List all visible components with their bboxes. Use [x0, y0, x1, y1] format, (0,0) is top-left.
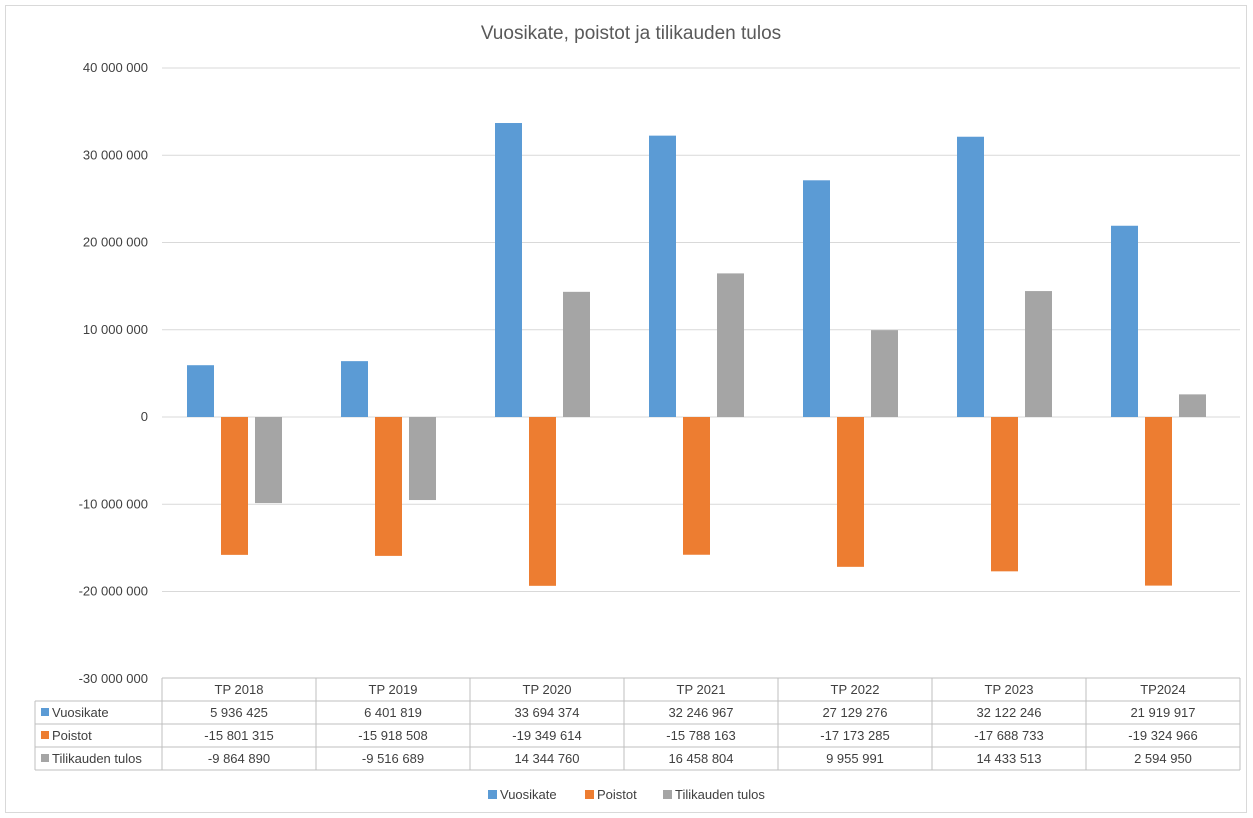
y-tick-label: -20 000 000 [79, 584, 148, 599]
chart-title: Vuosikate, poistot ja tilikauden tulos [481, 23, 781, 44]
table-header-cell: TP 2021 [677, 682, 726, 697]
table-value-cell: -9 516 689 [362, 751, 424, 766]
bar-poistot-4 [837, 417, 864, 567]
bar-vuosikate-2 [495, 123, 522, 417]
bar-tilikauden-tulos-6 [1179, 394, 1206, 417]
legend-label: Poistot [597, 787, 637, 802]
table-value-cell: 9 955 991 [826, 751, 884, 766]
bar-tilikauden-tulos-4 [871, 330, 898, 417]
table-row-label: Poistot [52, 728, 92, 743]
bar-tilikauden-tulos-3 [717, 273, 744, 417]
table-value-cell: 21 919 917 [1130, 705, 1195, 720]
bar-vuosikate-6 [1111, 225, 1138, 417]
table-value-cell: 16 458 804 [668, 751, 733, 766]
table-header-cell: TP 2020 [523, 682, 572, 697]
table-value-cell: 2 594 950 [1134, 751, 1192, 766]
table-header-cell: TP2024 [1140, 682, 1186, 697]
bar-poistot-2 [529, 417, 556, 586]
table-value-cell: 32 246 967 [668, 705, 733, 720]
table-row-label: Tilikauden tulos [52, 751, 142, 766]
legend-label: Tilikauden tulos [675, 787, 765, 802]
table-header-cell: TP 2018 [215, 682, 264, 697]
legend-key [585, 790, 594, 799]
y-tick-label: -10 000 000 [79, 496, 148, 511]
bar-tilikauden-tulos-5 [1025, 291, 1052, 417]
table-legend-key [41, 754, 49, 762]
legend-key [488, 790, 497, 799]
legend-key [663, 790, 672, 799]
table-value-cell: 14 344 760 [514, 751, 579, 766]
table-value-cell: -9 864 890 [208, 751, 270, 766]
bar-vuosikate-0 [187, 365, 214, 417]
y-tick-label: 30 000 000 [83, 147, 148, 162]
table-value-cell: 14 433 513 [976, 751, 1041, 766]
table-value-cell: 33 694 374 [514, 705, 579, 720]
table-value-cell: 32 122 246 [976, 705, 1041, 720]
table-value-cell: -17 173 285 [820, 728, 889, 743]
bar-poistot-6 [1145, 417, 1172, 586]
bar-vuosikate-5 [957, 136, 984, 417]
bar-vuosikate-1 [341, 361, 368, 417]
table-value-cell: -19 324 966 [1128, 728, 1197, 743]
table-header-cell: TP 2019 [369, 682, 418, 697]
y-tick-label: -30 000 000 [79, 671, 148, 686]
table-value-cell: -17 688 733 [974, 728, 1043, 743]
table-header-cell: TP 2023 [985, 682, 1034, 697]
table-value-cell: -15 801 315 [204, 728, 273, 743]
y-tick-label: 40 000 000 [83, 60, 148, 75]
bar-poistot-1 [375, 417, 402, 556]
table-value-cell: -15 788 163 [666, 728, 735, 743]
bar-tilikauden-tulos-0 [255, 417, 282, 504]
bar-poistot-5 [991, 417, 1018, 572]
bar-vuosikate-4 [803, 180, 830, 417]
table-value-cell: -15 918 508 [358, 728, 427, 743]
table-value-cell: -19 349 614 [512, 728, 581, 743]
bar-vuosikate-3 [649, 135, 676, 418]
bar-poistot-0 [221, 417, 248, 555]
y-tick-label: 10 000 000 [83, 322, 148, 337]
bar-tilikauden-tulos-1 [409, 417, 436, 501]
table-row-label: Vuosikate [52, 705, 109, 720]
table-legend-key [41, 731, 49, 739]
table-value-cell: 27 129 276 [822, 705, 887, 720]
bar-poistot-3 [683, 417, 710, 555]
bar-tilikauden-tulos-2 [563, 291, 590, 417]
legend-label: Vuosikate [500, 787, 557, 802]
y-tick-label: 0 [141, 409, 148, 424]
table-value-cell: 6 401 819 [364, 705, 422, 720]
y-tick-label: 20 000 000 [83, 235, 148, 250]
table-header-cell: TP 2022 [831, 682, 880, 697]
table-legend-key [41, 708, 49, 716]
table-value-cell: 5 936 425 [210, 705, 268, 720]
